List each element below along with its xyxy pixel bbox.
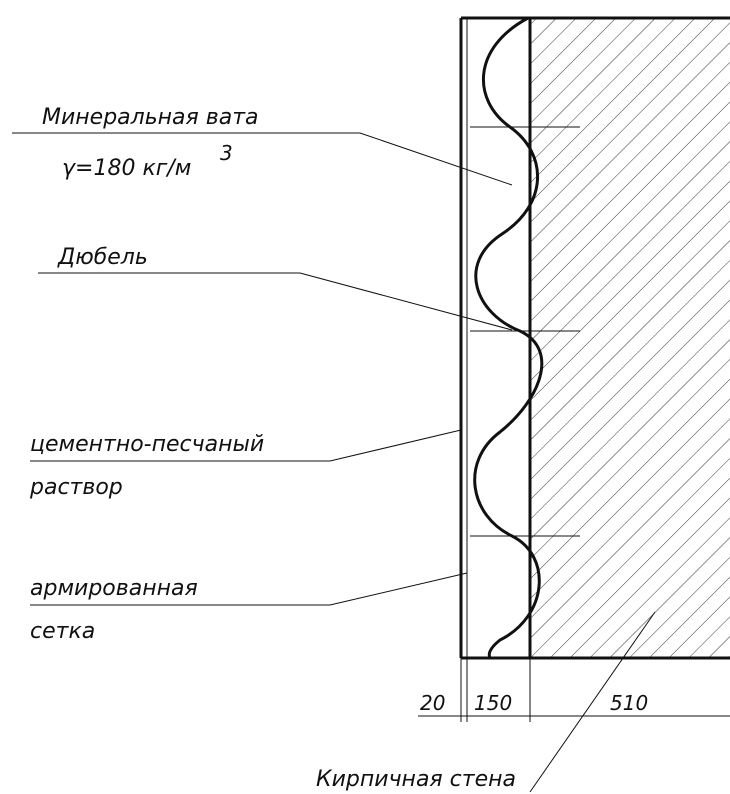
label-mortar-line2: раствор xyxy=(29,475,123,500)
leader-mesh xyxy=(30,572,468,606)
dimension-lines xyxy=(418,658,730,722)
label-density-exponent: 3 xyxy=(220,141,233,165)
leader-mortar xyxy=(30,429,462,462)
label-mesh-line1: армированная xyxy=(30,576,198,601)
label-dowel: Дюбель xyxy=(57,245,148,270)
leader-mineral-wool xyxy=(12,132,513,186)
dim-mortar: 20 xyxy=(420,691,445,715)
label-brick-wall: Кирпичная стена xyxy=(316,767,516,792)
brick-wall-hatch xyxy=(530,18,730,658)
label-mesh-line2: сетка xyxy=(30,619,95,644)
dim-insulation: 150 xyxy=(474,691,512,715)
label-mineral-wool: Минеральная вата xyxy=(42,105,259,130)
dim-wall: 510 xyxy=(610,691,648,715)
dowel-lines xyxy=(470,126,580,537)
mineral-wool-wave xyxy=(473,16,544,659)
leader-dowel xyxy=(38,272,513,331)
leader-brick-wall xyxy=(529,611,656,793)
label-density: γ=180 кг/м xyxy=(62,156,191,181)
label-mortar-line1: цементно-песчаный xyxy=(30,432,264,457)
